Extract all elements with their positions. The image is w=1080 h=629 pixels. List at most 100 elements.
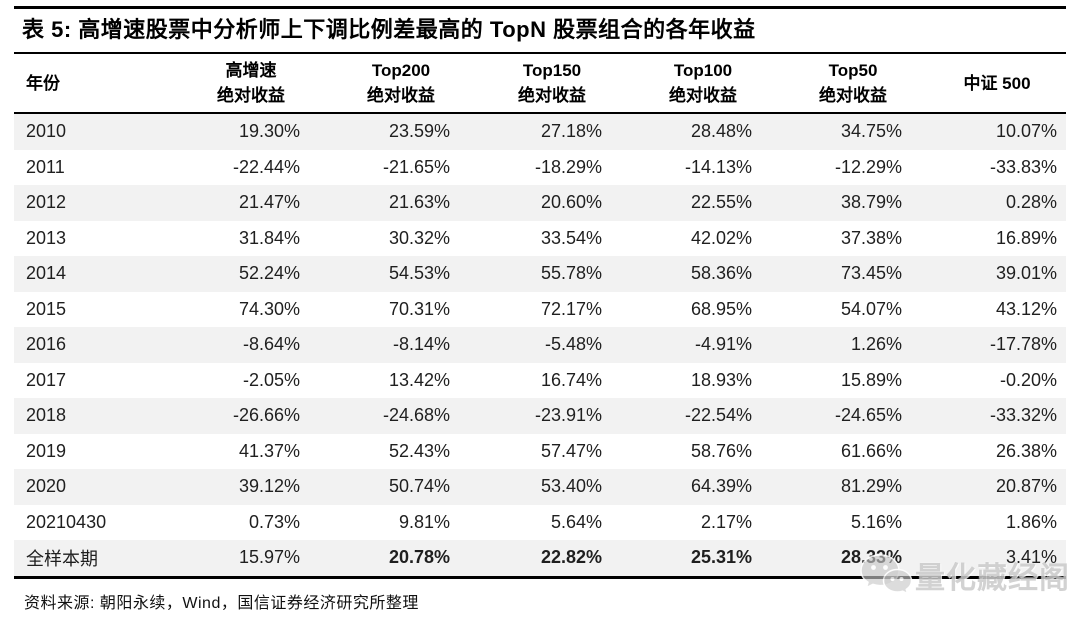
value-cell-top50: 34.75% [840, 121, 902, 142]
value-cell-top50: 73.45% [840, 263, 902, 284]
value-cell-top50: 5.16% [850, 511, 902, 532]
value-cell-high-growth: 74.30% [238, 298, 300, 319]
value-cell-top50: 81.29% [840, 476, 902, 497]
value-cell-top50: 15.89% [840, 369, 902, 390]
value-cell-high-growth: 31.84% [238, 227, 300, 248]
value-cell-top150: 55.78% [540, 263, 602, 284]
column-header-top150: Top150 绝对收益 [518, 61, 586, 105]
table-row: 2010 19.30% 23.59% 27.18% 28.48% 34.75% 10.07% [14, 113, 1066, 150]
value-cell-top150: -18.29% [534, 156, 602, 177]
table-row: 2014 52.24% 54.53% 55.78% 58.36% 73.45% 39.01% [14, 256, 1066, 292]
value-cell-top50: 1.26% [850, 334, 902, 355]
table-row: 2018 -26.66% -24.68% -23.91% -22.54% -24.65% -… [14, 398, 1066, 434]
value-cell-top100: 25.31% [690, 547, 752, 568]
header-row: 年份 高增速 绝对收益 Top200 绝对收益 Top150 绝对收益 Top100 绝对收益 T… [14, 54, 1066, 113]
value-cell-top200: 52.43% [388, 440, 450, 461]
value-cell-high-growth: 19.30% [238, 121, 300, 142]
value-cell-csi500: -33.32% [989, 405, 1057, 426]
table-title: 表 5: 高增速股票中分析师上下调比例差最高的 TopN 股票组合的各年收益 [22, 17, 756, 42]
value-cell-csi500: 20.87% [995, 476, 1057, 497]
table-row: 2011 -22.44% -21.65% -18.29% -14.13% -12.29% -… [14, 150, 1066, 186]
value-cell-high-growth: 41.37% [238, 440, 300, 461]
value-cell-csi500: 43.12% [995, 298, 1057, 319]
year-cell: 2013 [26, 227, 67, 248]
table-row: 20210430 0.73% 9.81% 5.64% 2.17% 5.16% 1.86% [14, 505, 1066, 541]
column-header-top50: Top50 绝对收益 [819, 61, 887, 105]
value-cell-top150: 20.60% [540, 192, 602, 213]
year-cell: 全样本期 [26, 548, 98, 569]
value-cell-top50: 54.07% [840, 298, 902, 319]
source-note: 资料来源: 朝阳永续，Wind，国信证券经济研究所整理 [24, 594, 419, 612]
value-cell-top200: 50.74% [388, 476, 450, 497]
table-row: 2013 31.84% 30.32% 33.54% 42.02% 37.38% 16.89% [14, 221, 1066, 257]
value-cell-top100: 28.48% [690, 121, 752, 142]
table-row: 2017 -2.05% 13.42% 16.74% 18.93% 15.89% -0.20% [14, 363, 1066, 399]
year-cell: 2018 [26, 405, 67, 426]
value-cell-top100: 58.76% [690, 440, 752, 461]
value-cell-top200: 54.53% [388, 263, 450, 284]
value-cell-top150: 33.54% [540, 227, 602, 248]
value-cell-high-growth: -2.05% [242, 369, 300, 390]
table-header: 年份 高增速 绝对收益 Top200 绝对收益 Top150 绝对收益 Top100 绝对收益 T… [14, 54, 1066, 113]
value-cell-csi500: 10.07% [995, 121, 1057, 142]
value-cell-top200: -8.14% [392, 334, 450, 355]
value-cell-top100: 68.95% [690, 298, 752, 319]
value-cell-top200: -24.68% [382, 405, 450, 426]
value-cell-csi500: 3.41% [1005, 547, 1057, 568]
year-cell: 2014 [26, 263, 67, 284]
table-body: 2010 19.30% 23.59% 27.18% 28.48% 34.75% 10.07%… [14, 113, 1066, 576]
value-cell-high-growth: 0.73% [248, 511, 300, 532]
value-cell-top50: -12.29% [834, 156, 902, 177]
value-cell-top100: 58.36% [690, 263, 752, 284]
value-cell-top200: 21.63% [388, 192, 450, 213]
report-table-figure: 表 5: 高增速股票中分析师上下调比例差最高的 TopN 股票组合的各年收益 年… [14, 6, 1066, 613]
column-header-high-growth: 高增速 绝对收益 [217, 61, 285, 105]
value-cell-top150: 27.18% [540, 121, 602, 142]
value-cell-top200: 20.78% [388, 547, 450, 568]
value-cell-high-growth: 15.97% [238, 547, 300, 568]
value-cell-top150: 22.82% [540, 547, 602, 568]
year-cell: 2019 [26, 440, 67, 461]
value-cell-top200: 30.32% [388, 227, 450, 248]
column-header-year: 年份 [26, 73, 60, 93]
value-cell-csi500: 1.86% [1005, 511, 1057, 532]
year-cell: 2012 [26, 192, 67, 213]
title-separator-rule [14, 52, 1066, 54]
value-cell-csi500: -0.20% [999, 369, 1057, 390]
column-header-top100: Top100 绝对收益 [669, 61, 737, 105]
value-cell-top200: -21.65% [382, 156, 450, 177]
value-cell-high-growth: -26.66% [232, 405, 300, 426]
value-cell-top150: -23.91% [534, 405, 602, 426]
value-cell-top150: 57.47% [540, 440, 602, 461]
value-cell-csi500: 26.38% [995, 440, 1057, 461]
year-cell: 2010 [26, 121, 67, 142]
column-header-top200: Top200 绝对收益 [367, 61, 435, 105]
value-cell-top150: 5.64% [550, 511, 602, 532]
value-cell-top100: 42.02% [690, 227, 752, 248]
table-row: 2020 39.12% 50.74% 53.40% 64.39% 81.29% 20.87% [14, 469, 1066, 505]
value-cell-top150: -5.48% [544, 334, 602, 355]
value-cell-high-growth: -22.44% [232, 156, 300, 177]
value-cell-top50: 61.66% [840, 440, 902, 461]
year-cell: 2017 [26, 369, 67, 390]
column-header-csi500: 中证 500 [963, 73, 1031, 93]
value-cell-top200: 23.59% [388, 121, 450, 142]
table-row: 2019 41.37% 52.43% 57.47% 58.76% 61.66% 26.38% [14, 434, 1066, 470]
value-cell-top50: 28.33% [840, 547, 902, 568]
value-cell-top50: 37.38% [840, 227, 902, 248]
value-cell-csi500: -33.83% [989, 156, 1057, 177]
value-cell-top100: -22.54% [684, 405, 752, 426]
value-cell-high-growth: 52.24% [238, 263, 300, 284]
year-cell: 2015 [26, 298, 67, 319]
value-cell-csi500: 16.89% [995, 227, 1057, 248]
year-cell: 2016 [26, 334, 67, 355]
value-cell-top50: -24.65% [834, 405, 902, 426]
value-cell-high-growth: 39.12% [238, 476, 300, 497]
returns-table: 年份 高增速 绝对收益 Top200 绝对收益 Top150 绝对收益 Top100 绝对收益 T… [14, 54, 1066, 576]
table-row: 全样本期 15.97% 20.78% 22.82% 25.31% 28.33% 3.41% [14, 540, 1066, 576]
value-cell-top100: 22.55% [690, 192, 752, 213]
value-cell-high-growth: 21.47% [238, 192, 300, 213]
year-cell: 2020 [26, 476, 67, 497]
value-cell-top150: 72.17% [540, 298, 602, 319]
bottom-rule [14, 575, 1066, 579]
